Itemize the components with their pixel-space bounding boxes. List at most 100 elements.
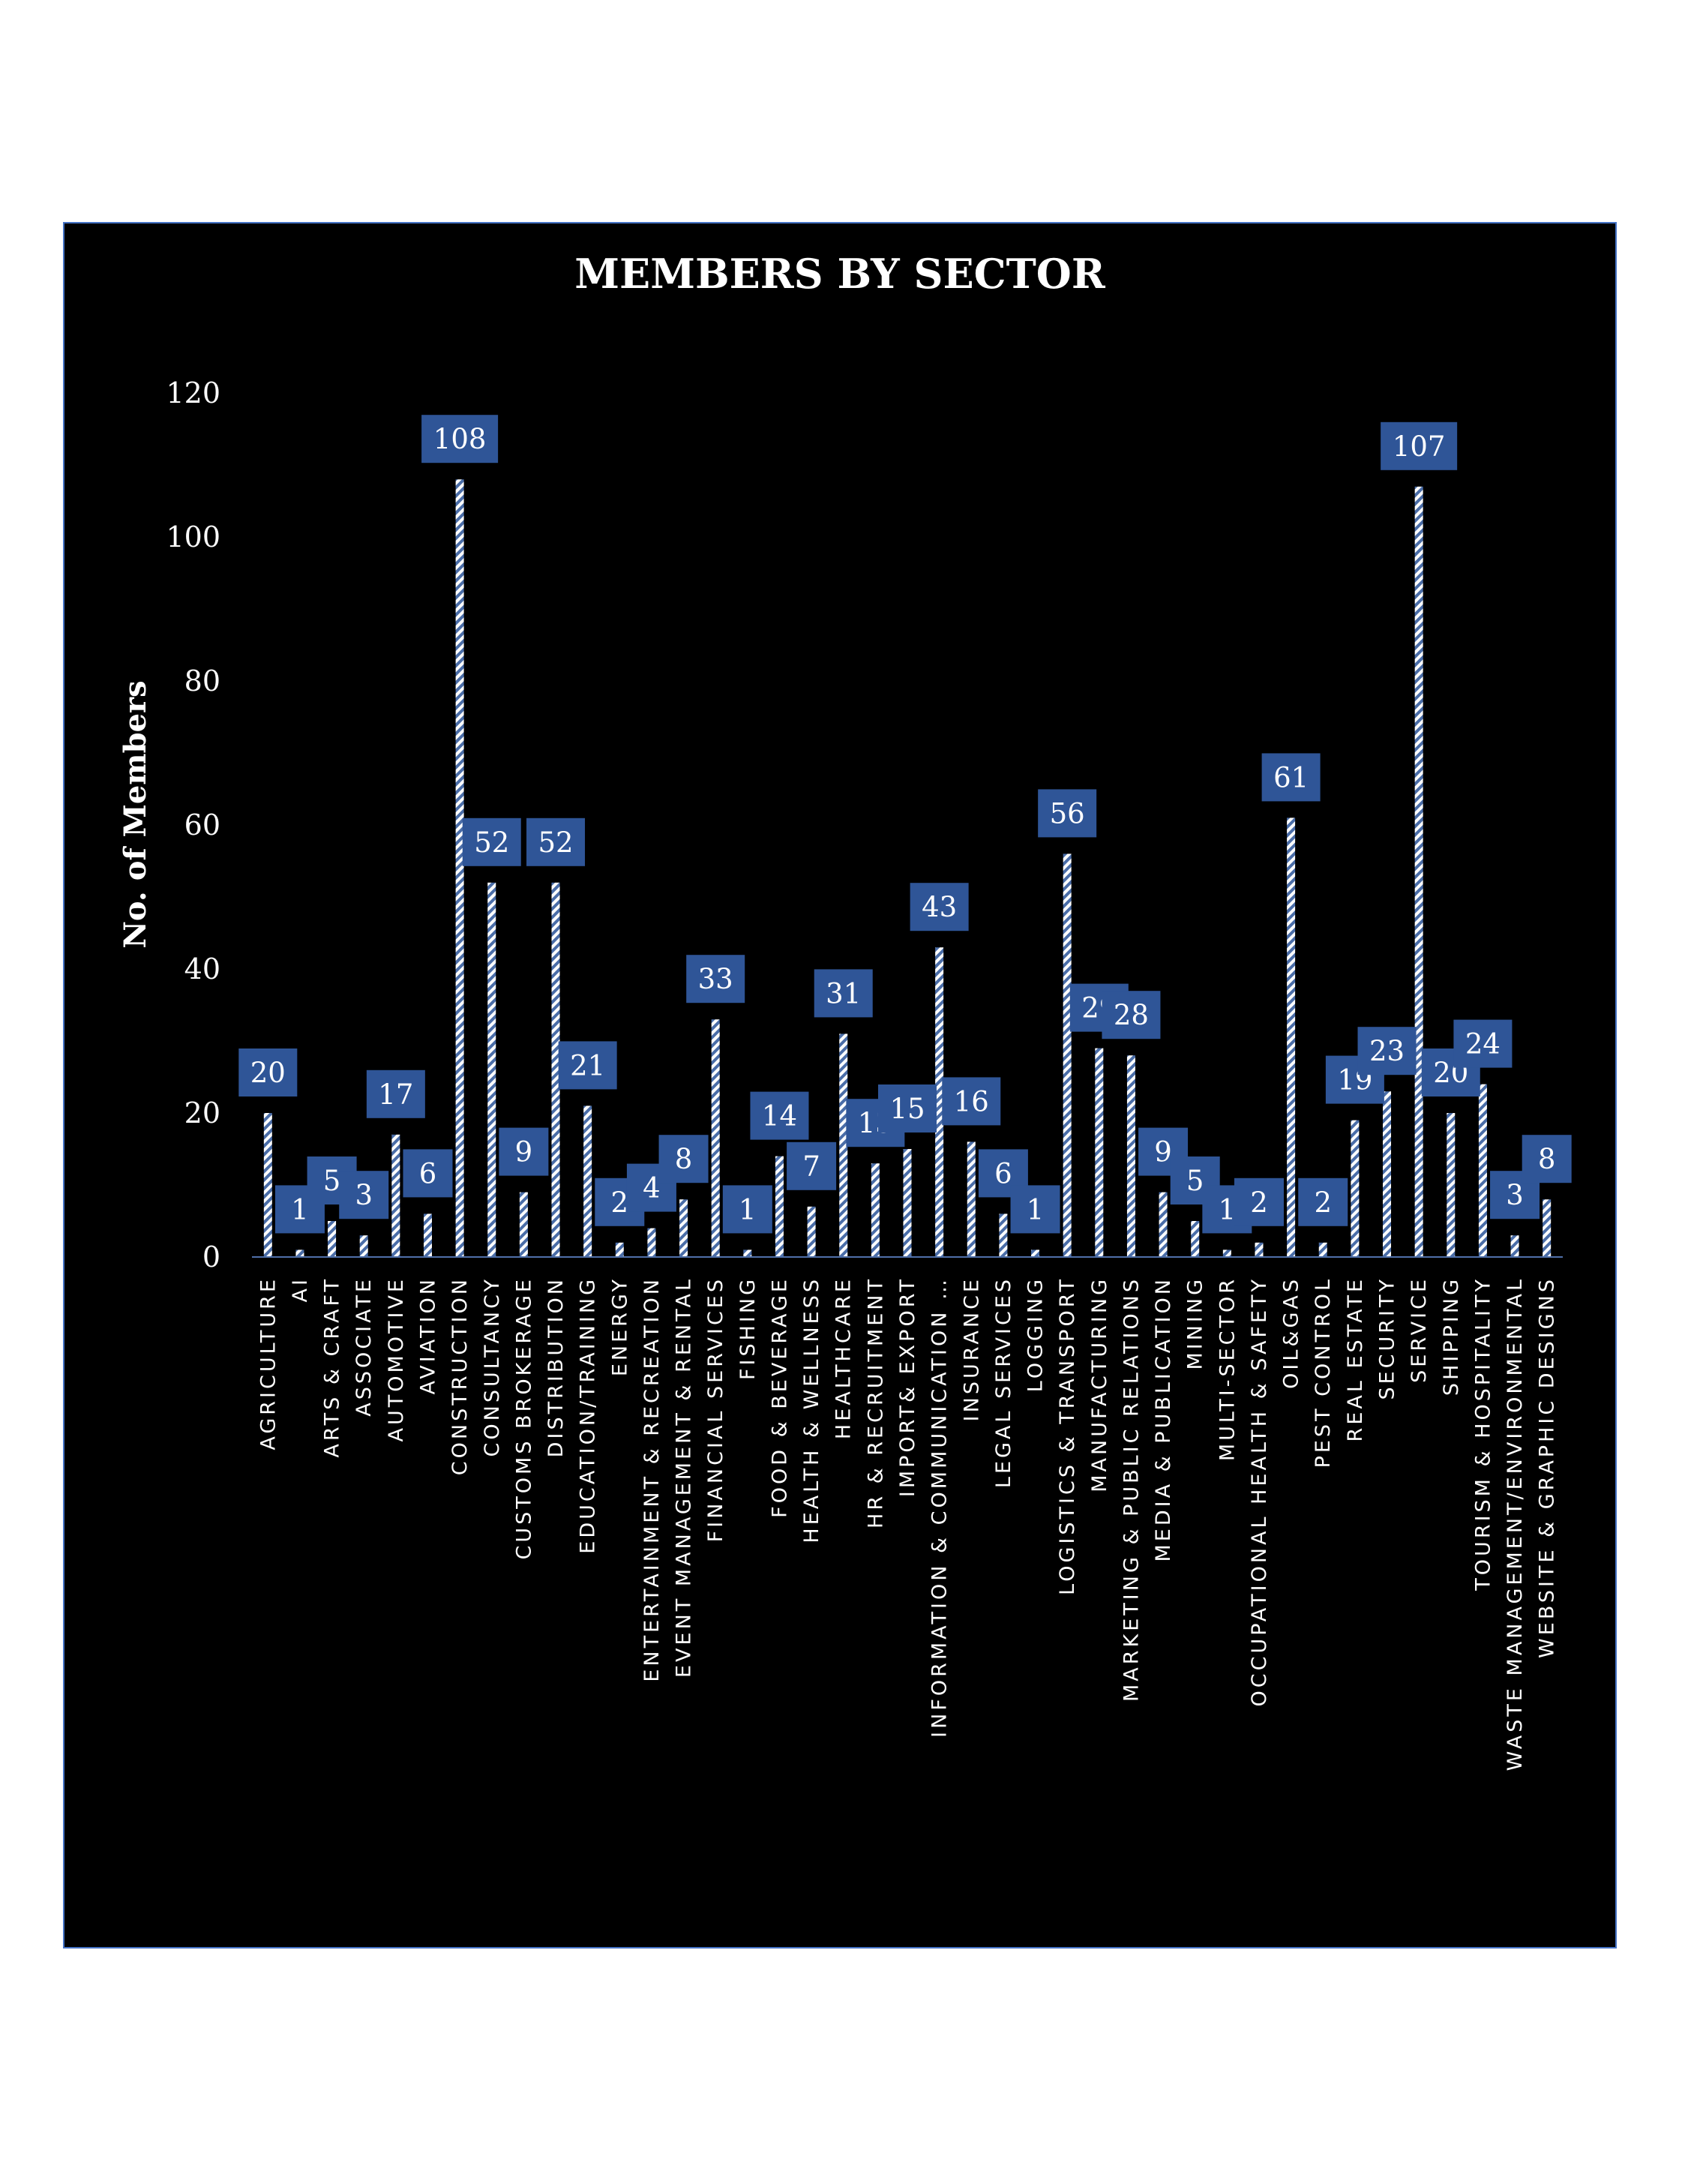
y-tick-label: 100	[166, 520, 220, 554]
data-label-text: 9	[515, 1136, 533, 1168]
data-label-box	[403, 1149, 453, 1198]
bar	[1095, 1048, 1104, 1257]
data-label-text: 31	[826, 977, 861, 1010]
data-label: 16	[942, 1077, 1001, 1126]
bar	[1191, 1221, 1200, 1257]
y-tick-label: 20	[184, 1096, 220, 1130]
x-tick-label: HR & RECRUITMENT	[864, 1276, 887, 1528]
x-tick-label: EDUCATION/TRAINING	[577, 1276, 600, 1554]
bar	[1255, 1242, 1264, 1257]
bar	[391, 1134, 400, 1257]
bar	[1447, 1113, 1456, 1257]
data-label: 31	[814, 969, 873, 1018]
chart-title: MEMBERS BY SECTOR	[574, 250, 1106, 298]
data-label-text: 3	[1506, 1179, 1524, 1211]
data-label: 7	[787, 1142, 837, 1190]
data-label-box	[1234, 1178, 1284, 1226]
data-label-box	[526, 818, 586, 866]
data-label-box	[910, 883, 969, 932]
x-tick-label: ASSOCIATE	[352, 1276, 376, 1417]
data-label-text: 43	[922, 891, 957, 923]
bars	[263, 479, 1552, 1258]
bar	[295, 1250, 304, 1257]
bar	[1318, 1242, 1327, 1257]
x-tick-label: MANUFACTURING	[1088, 1276, 1111, 1492]
bar	[935, 947, 944, 1257]
x-tick-label: REAL ESTATE	[1344, 1276, 1367, 1442]
bar	[1222, 1250, 1231, 1257]
data-label-box	[421, 415, 499, 464]
data-label-box	[722, 1185, 772, 1234]
x-tick-label: INFORMATION & COMMUNICATION …	[928, 1276, 952, 1738]
data-label-box	[942, 1077, 1001, 1126]
data-label: 6	[403, 1149, 453, 1198]
data-label-box	[1298, 1178, 1348, 1226]
data-label-box	[1010, 1185, 1060, 1234]
data-label-box	[1381, 422, 1458, 470]
data-label-box	[462, 818, 521, 866]
data-label-box	[1357, 1027, 1417, 1076]
bar	[999, 1214, 1008, 1257]
data-label: 107	[1381, 422, 1458, 470]
data-label-text: 9	[1154, 1136, 1172, 1168]
data-label-box	[1038, 789, 1097, 838]
data-label-text: 24	[1465, 1028, 1501, 1060]
data-label-box	[1522, 1135, 1572, 1184]
data-label-text: 1	[291, 1193, 309, 1226]
bar	[647, 1228, 656, 1257]
x-tick-label: EVENT MANAGEMENT & RENTAL	[673, 1276, 696, 1678]
data-label-text: 28	[1114, 999, 1149, 1031]
data-label: 43	[910, 883, 969, 932]
bar	[1351, 1120, 1360, 1257]
data-label: 8	[658, 1135, 709, 1184]
data-label-box	[686, 955, 745, 1004]
data-label-text: 15	[889, 1093, 925, 1125]
x-tick-label: MARKETING & PUBLIC RELATIONS	[1120, 1276, 1143, 1702]
data-label-text: 2	[611, 1186, 629, 1219]
data-label-box	[658, 1135, 709, 1184]
data-label: 33	[686, 955, 745, 1004]
y-tick-label: 40	[184, 952, 220, 986]
data-label-text: 52	[538, 826, 573, 859]
data-label: 52	[526, 818, 586, 866]
bar	[967, 1142, 976, 1257]
data-label-text: 16	[954, 1085, 989, 1118]
data-label-box	[878, 1084, 937, 1132]
x-tick-label: IMPORT& EXPORT	[896, 1276, 919, 1497]
data-label-text: 61	[1273, 761, 1309, 794]
data-label: 23	[1357, 1027, 1417, 1076]
bar	[487, 882, 496, 1257]
data-label: 17	[366, 1070, 425, 1118]
data-label: 108	[421, 415, 499, 464]
data-label: 56	[1038, 789, 1097, 838]
x-tick-label: MULTI-SECTOR	[1216, 1276, 1239, 1461]
y-tick-label: 0	[202, 1240, 220, 1274]
bar	[871, 1163, 880, 1257]
bar	[423, 1214, 432, 1257]
y-tick-label: 60	[184, 808, 220, 842]
data-label: 2	[1298, 1178, 1348, 1226]
data-label-box	[366, 1070, 425, 1118]
data-label: 52	[462, 818, 521, 866]
bar-chart: MEMBERS BY SECTOR No. of Members 0204060…	[64, 224, 1615, 1947]
x-tick-label: PEST CONTROL	[1312, 1276, 1335, 1468]
x-tick-label: AGRICULTURE	[256, 1276, 280, 1450]
x-tick-label: AVIATION	[416, 1276, 439, 1394]
data-label-box	[814, 969, 873, 1018]
data-label-box	[787, 1142, 837, 1190]
data-label-text: 56	[1050, 797, 1085, 830]
data-label-box	[558, 1041, 617, 1090]
data-label: 5	[1170, 1156, 1220, 1204]
bar	[711, 1019, 720, 1257]
data-label-text: 2	[1314, 1186, 1332, 1219]
data-label-text: 1	[739, 1193, 757, 1226]
x-tick-label: MINING	[1184, 1276, 1207, 1370]
data-label-text: 6	[994, 1157, 1012, 1190]
data-label-text: 107	[1393, 430, 1446, 463]
x-tick-label: CONSULTANCY	[481, 1276, 504, 1456]
bar	[455, 479, 464, 1258]
data-label-text: 6	[419, 1157, 437, 1190]
data-label-text: 2	[1250, 1186, 1268, 1219]
y-axis-ticks: 0 20 40 60 80 100 120	[166, 376, 220, 1274]
